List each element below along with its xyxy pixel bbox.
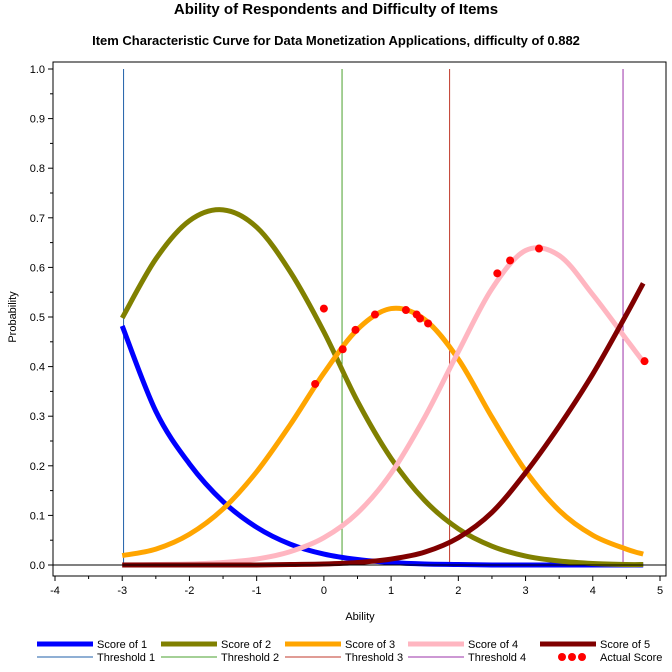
legend-dot	[558, 653, 566, 661]
actual-score-points	[311, 244, 649, 388]
legend-item-score-of-5: Score of 5	[540, 639, 650, 651]
x-tick-label: 1	[388, 585, 394, 597]
y-tick-label: 0.3	[30, 411, 45, 423]
y-tick-label: 0.6	[30, 262, 45, 274]
legend-item-threshold-3: Threshold 3	[285, 652, 403, 664]
x-tick-label: -1	[252, 585, 262, 597]
series-line-score-of-2	[120, 207, 644, 568]
legend-label: Threshold 1	[97, 652, 155, 664]
chart-title: Ability of Respondents and Difficulty of…	[174, 1, 498, 18]
legend-item-score-of-1: Score of 1	[37, 639, 147, 651]
legend-label: Threshold 4	[468, 652, 526, 664]
x-tick-label: 0	[321, 585, 327, 597]
actual-score-point	[401, 306, 410, 315]
actual-score-point	[424, 319, 433, 328]
y-tick-label: 0.0	[30, 560, 45, 572]
legend-item-threshold-4: Threshold 4	[408, 652, 526, 664]
legend-item-score-of-2: Score of 2	[161, 639, 271, 651]
y-tick-label: 0.8	[30, 163, 45, 175]
legend-item-score-of-3: Score of 3	[285, 639, 395, 651]
y-axis-label: Probability	[7, 291, 19, 343]
actual-score-point	[535, 244, 543, 253]
actual-score-point	[506, 256, 515, 265]
legend-label: Score of 4	[468, 639, 518, 651]
legend-item-actual-score: Actual Score	[558, 652, 662, 664]
x-tick-label: 2	[455, 585, 461, 597]
y-tick-label: 0.7	[30, 213, 45, 225]
legend-label: Threshold 3	[345, 652, 403, 664]
legend: Score of 1 Score of 2 Score of 3 Score of 4…	[37, 639, 662, 664]
x-axis-label: Ability	[345, 611, 375, 623]
probability-curves	[119, 207, 646, 568]
y-tick-label: 0.2	[30, 461, 45, 473]
x-tick-label: 3	[522, 585, 528, 597]
actual-score-point	[351, 325, 360, 334]
actual-score-point	[311, 379, 320, 388]
y-tick-label: 0.1	[30, 510, 45, 522]
y-tick-label: 1.0	[30, 64, 45, 76]
legend-label: Score of 5	[600, 639, 650, 651]
x-tick-label: 5	[657, 585, 663, 597]
legend-dot	[568, 653, 576, 661]
legend-label: Score of 1	[97, 639, 147, 651]
x-tick-label: -3	[117, 585, 127, 597]
legend-label: Score of 3	[345, 639, 395, 651]
y-tick-label: 0.5	[30, 312, 45, 324]
plot-area	[52, 61, 667, 577]
legend-label: Threshold 2	[221, 652, 279, 664]
actual-score-point	[319, 304, 328, 313]
x-tick-label: 4	[590, 585, 596, 597]
chart-subtitle: Item Characteristic Curve for Data Monet…	[92, 33, 580, 48]
series-line-score-of-3	[121, 305, 644, 559]
x-tick-label: -4	[50, 585, 60, 597]
y-tick-label: 0.4	[30, 362, 45, 374]
actual-score-point	[338, 345, 347, 354]
legend-label: Score of 2	[221, 639, 271, 651]
legend-label: Actual Score	[600, 652, 662, 664]
legend-dot	[578, 653, 586, 661]
legend-item-threshold-1: Threshold 1	[37, 652, 155, 664]
actual-score-point	[640, 357, 649, 366]
legend-item-threshold-2: Threshold 2	[161, 652, 279, 664]
y-tick-label: 0.9	[30, 114, 45, 126]
axes: -4 -3 -2 -1 0 1 2 3 4 5 0.0 0.1 0.2 0.3 0.4 0.5 0.6 0.7 0.…	[30, 64, 666, 597]
x-tick-label: -2	[185, 585, 195, 597]
actual-score-point	[370, 310, 379, 319]
legend-item-score-of-4: Score of 4	[408, 639, 518, 651]
actual-score-point	[416, 314, 425, 323]
actual-score-point	[493, 269, 502, 278]
